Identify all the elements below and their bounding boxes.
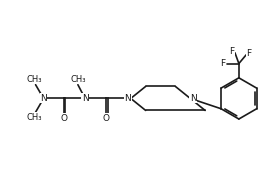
Text: F: F [221, 59, 226, 68]
Text: F: F [230, 47, 235, 56]
Text: CH₃: CH₃ [26, 113, 42, 122]
Text: N: N [40, 94, 47, 103]
Text: F: F [247, 49, 252, 58]
Text: N: N [124, 94, 131, 103]
Text: CH₃: CH₃ [70, 75, 86, 84]
Text: N: N [190, 94, 197, 103]
Text: O: O [103, 114, 110, 123]
Text: O: O [60, 114, 67, 123]
Text: CH₃: CH₃ [26, 75, 42, 84]
Text: N: N [82, 94, 88, 103]
